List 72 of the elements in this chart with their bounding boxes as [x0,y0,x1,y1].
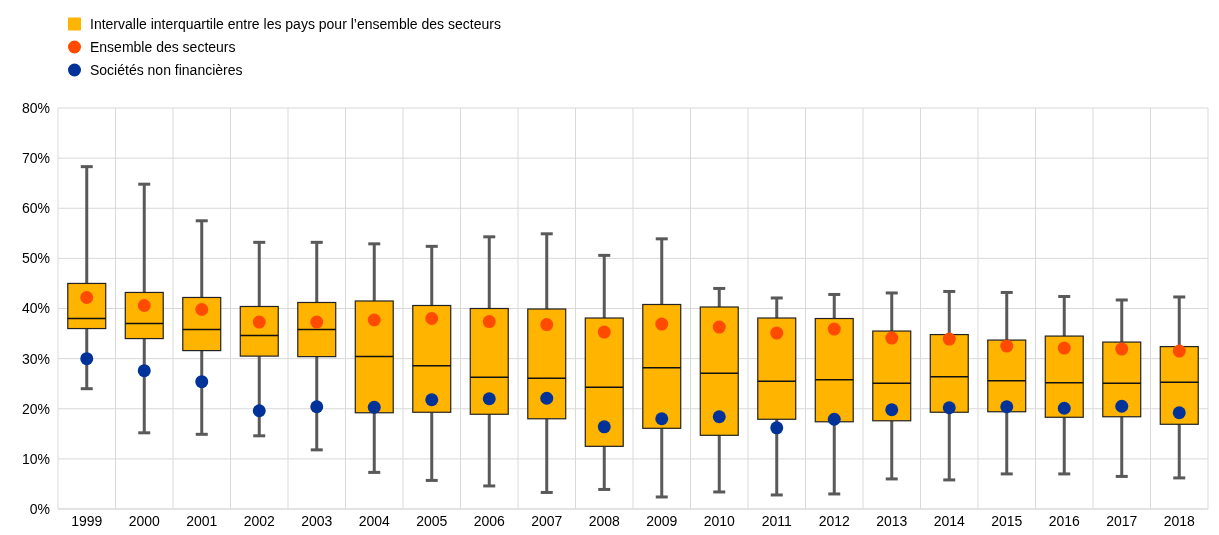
point [137,298,151,312]
point [1115,399,1129,413]
point [770,421,784,435]
point [712,320,726,334]
x-tick-label: 2003 [301,513,333,529]
point [942,401,956,415]
point [827,412,841,426]
point [80,352,94,366]
x-tick-label: 2013 [876,513,908,529]
x-tick-label: 2010 [703,513,736,529]
point [1000,339,1014,353]
point [597,325,611,339]
y-tick-label: 80% [21,99,50,116]
point [942,332,956,346]
point [252,315,266,329]
y-tick-label: 10% [21,450,50,467]
x-tick-label: 2011 [761,513,793,529]
x-tick-label: 2017 [1106,513,1138,529]
point [252,404,266,418]
point [482,315,496,329]
point [1172,406,1186,420]
point [310,315,324,329]
point [540,391,554,405]
point [425,393,439,407]
y-tick-label: 30% [21,350,50,367]
x-tick-label: 2005 [416,513,448,529]
point [425,312,439,326]
point [195,303,209,316]
x-tick-label: 2004 [358,513,391,529]
point [655,412,669,426]
y-tick-label: 0% [29,500,50,517]
point [1172,344,1186,358]
point [655,317,669,331]
x-tick-label: 2016 [1048,513,1081,529]
x-tick-label: 2012 [818,513,851,529]
point [310,400,324,414]
point [540,318,554,332]
x-tick-label: 2002 [243,513,276,529]
y-tick-label: 60% [21,200,50,217]
y-tick-label: 50% [21,250,50,267]
point [80,290,94,304]
x-tick-label: 1999 [71,513,103,529]
x-tick-label: 2018 [1163,513,1196,529]
point [367,313,381,327]
point [597,420,611,434]
x-tick-label: 2001 [186,513,218,529]
x-tick-label: 2014 [933,513,966,529]
point [827,322,841,336]
point [1057,401,1071,415]
x-tick-label: 2008 [588,513,621,529]
point [482,392,496,406]
legend-label: Sociétés non financières [90,61,243,78]
x-tick-label: 2015 [991,513,1023,529]
point [367,400,381,414]
point [770,326,784,340]
x-tick-label: 2007 [531,513,563,529]
y-tick-label: 40% [21,300,50,317]
x-tick-label: 2000 [128,513,161,529]
point [1115,342,1129,356]
point [195,375,209,389]
point [137,364,151,378]
legend-label: Intervalle interquartile entre les pays pour l’ensemble des secteurs [90,15,501,32]
y-tick-label: 20% [21,400,50,417]
point [1057,341,1071,355]
point [885,403,899,417]
point [885,331,899,345]
point [712,410,726,424]
y-tick-label: 70% [21,150,50,167]
point [1000,400,1014,414]
x-tick-label: 2009 [646,513,678,529]
legend-label: Ensemble des secteurs [90,38,236,55]
x-tick-label: 2006 [473,513,506,529]
